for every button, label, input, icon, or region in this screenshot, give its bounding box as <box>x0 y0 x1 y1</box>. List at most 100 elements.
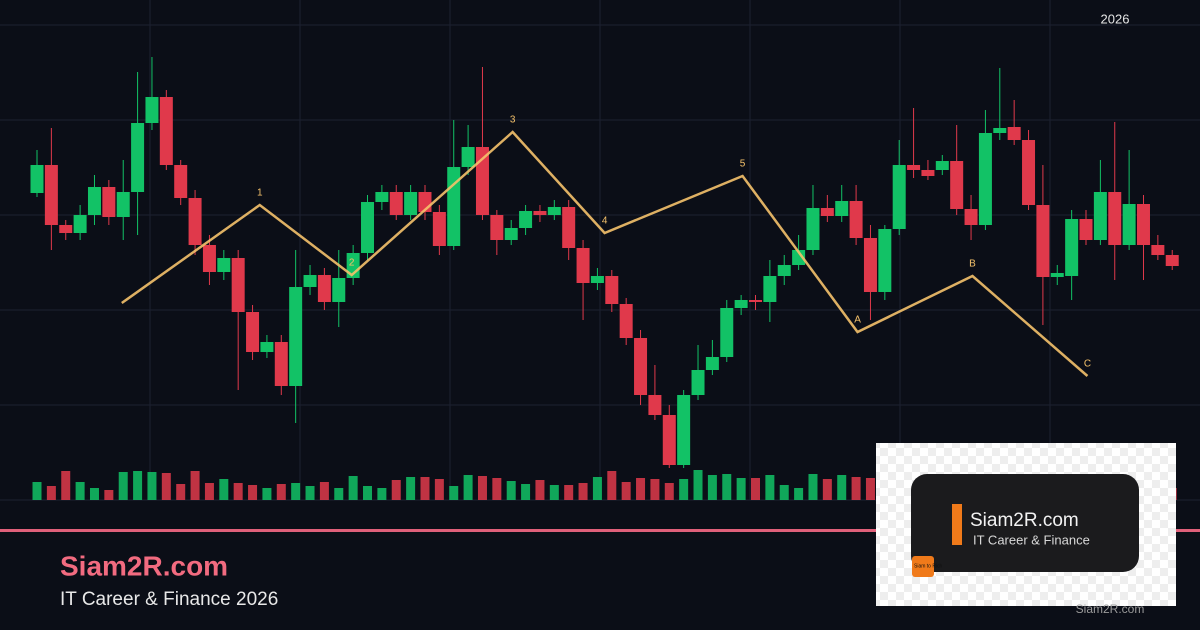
candle-body <box>490 215 504 240</box>
candle-body <box>102 187 116 217</box>
volume-bar <box>248 485 258 500</box>
candle-body <box>892 165 906 229</box>
volume-bar <box>75 482 85 500</box>
volume-bar <box>61 471 71 500</box>
wave-line <box>121 130 1089 377</box>
candle-body <box>777 265 791 276</box>
volume-bar <box>650 479 660 500</box>
watermark: Siam2R.com <box>1076 602 1145 616</box>
volume-bar <box>118 472 128 500</box>
candle-body <box>260 342 274 352</box>
candle-body <box>590 276 604 283</box>
volume-bar <box>535 480 545 500</box>
candle-body <box>677 395 691 465</box>
wave-label: 1 <box>257 188 263 199</box>
volume-bar <box>837 475 847 500</box>
candle-body <box>131 123 145 192</box>
candle-body <box>303 275 317 287</box>
candle-body <box>1136 204 1150 245</box>
candle-body <box>1079 219 1093 240</box>
candle-body <box>289 287 303 386</box>
volume-bar <box>564 485 574 500</box>
candle-body <box>274 342 288 386</box>
volume-bar <box>133 471 143 500</box>
candle-body <box>404 192 418 215</box>
candle-body <box>1065 219 1079 276</box>
volume-bar <box>722 474 732 500</box>
volume-bar <box>348 476 358 500</box>
candle-body <box>806 208 820 250</box>
volume-bar <box>204 483 214 500</box>
volume-bar <box>161 473 171 500</box>
candle-body <box>749 300 762 302</box>
volume-bar <box>693 470 703 500</box>
candle-body <box>993 128 1007 133</box>
volume-bar <box>319 482 329 500</box>
volume-bar <box>32 482 42 500</box>
volume-bar <box>636 478 646 500</box>
candle-body <box>389 192 403 215</box>
volume-bar <box>621 482 631 500</box>
candle-body <box>792 250 806 265</box>
logo-title: Siam2R.com <box>970 510 1079 531</box>
candle-body <box>1108 192 1122 245</box>
year-label: 2026 <box>1101 11 1130 26</box>
volume-bar <box>377 488 387 500</box>
candle-body <box>648 395 662 415</box>
brand-title: Siam2R.com <box>60 550 228 581</box>
volume-bar <box>707 475 717 500</box>
wave-label: 3 <box>510 115 516 126</box>
volume-bar <box>363 486 373 500</box>
candle-body <box>562 207 576 248</box>
candle-body <box>30 165 44 193</box>
volume-bar <box>506 481 516 500</box>
candle-body <box>734 300 748 308</box>
wave-label: B <box>969 259 976 270</box>
volume-bar <box>664 483 674 500</box>
candle-body <box>475 147 489 215</box>
volume-bar <box>736 478 746 500</box>
volume-bar <box>808 474 818 500</box>
candle-body <box>432 212 446 246</box>
volume-bar <box>233 483 243 500</box>
volume-bar <box>592 477 602 500</box>
candle-body <box>519 211 533 228</box>
volume-bar <box>679 479 689 500</box>
candle-body <box>1093 192 1107 240</box>
logo-card <box>911 474 1139 572</box>
volume-bar <box>521 484 531 500</box>
volume-bar <box>176 484 186 500</box>
candle-body <box>202 245 216 272</box>
candle-body <box>820 208 834 216</box>
volume-bar <box>449 486 459 500</box>
volume-bar <box>477 476 487 500</box>
candle-body <box>634 338 648 395</box>
volume-bar <box>779 485 789 500</box>
candle-body <box>691 370 705 395</box>
divider <box>0 529 1200 532</box>
candle-body <box>461 147 475 167</box>
candle-body <box>1036 205 1050 277</box>
volume-bar <box>865 478 875 500</box>
volume-bar <box>262 488 272 500</box>
logo-badge-text: Siam to Rich <box>914 563 943 569</box>
candle-body <box>1151 245 1165 255</box>
volume-bar <box>46 486 56 500</box>
candle-body <box>332 278 346 302</box>
candle-body <box>878 229 892 292</box>
candle-body <box>705 357 719 370</box>
candle-body <box>978 133 992 225</box>
volume-bar <box>794 488 804 500</box>
candle-body <box>361 202 375 253</box>
logo-badge <box>912 556 934 577</box>
volume-bar <box>751 478 760 500</box>
volume-bar <box>765 475 775 500</box>
candle-body <box>720 308 734 357</box>
volume-bar <box>219 479 229 500</box>
volume-bar <box>334 488 344 500</box>
candle-body <box>73 215 87 233</box>
volume-bar <box>851 477 861 500</box>
candle-body <box>317 275 331 302</box>
